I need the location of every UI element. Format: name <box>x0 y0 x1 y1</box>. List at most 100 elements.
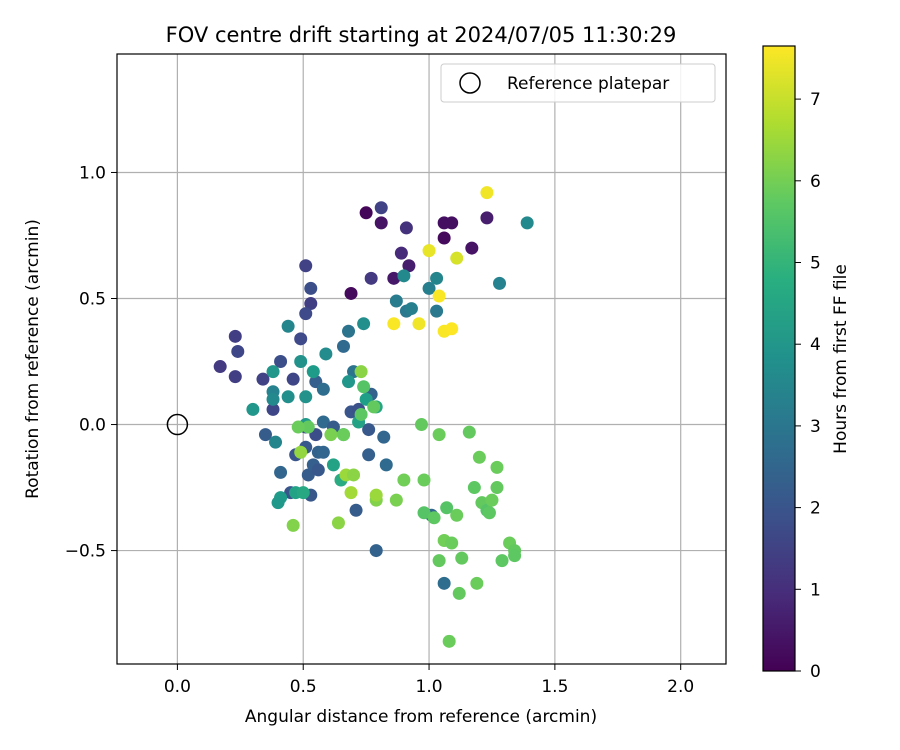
legend: Reference platepar <box>440 63 716 103</box>
scatter-points <box>166 186 534 648</box>
data-point <box>362 448 376 462</box>
data-point <box>387 271 401 285</box>
data-point <box>228 329 242 343</box>
data-point <box>482 506 496 520</box>
colorbar-ticks: 0 1 2 3 4 5 6 7 <box>795 90 821 682</box>
data-point <box>440 501 454 515</box>
data-point <box>286 518 300 532</box>
data-point <box>437 576 451 590</box>
data-point <box>455 551 469 565</box>
data-point <box>445 216 459 230</box>
data-point <box>342 375 356 389</box>
data-point <box>281 319 295 333</box>
data-point <box>319 347 333 361</box>
colorbar-tick-label: 5 <box>810 254 821 274</box>
data-point <box>301 420 315 434</box>
x-tick-label: 1.5 <box>541 677 568 697</box>
data-point <box>417 473 431 487</box>
data-point <box>480 186 494 200</box>
data-point <box>442 634 456 648</box>
data-point <box>304 297 318 311</box>
data-point <box>362 423 376 437</box>
data-point <box>256 372 270 386</box>
data-point <box>495 554 509 568</box>
data-point <box>387 317 401 331</box>
colorbar-tick-label: 3 <box>810 417 821 437</box>
data-point <box>394 246 408 260</box>
data-point <box>374 216 388 230</box>
data-point <box>450 251 464 265</box>
data-point <box>415 418 428 432</box>
data-point <box>294 445 308 459</box>
data-point <box>445 322 459 336</box>
data-point <box>472 450 486 464</box>
colorbar-tick-label: 0 <box>810 662 821 682</box>
data-point <box>367 400 381 414</box>
data-point <box>299 390 313 404</box>
data-point <box>369 488 383 502</box>
data-point <box>450 508 464 522</box>
data-point <box>480 211 494 225</box>
data-point <box>399 221 413 235</box>
data-point <box>404 302 418 316</box>
data-point <box>336 428 350 442</box>
x-axis-ticks: 0.0 0.5 1.0 1.5 2.0 <box>164 664 694 697</box>
y-tick-label: 1.0 <box>79 163 106 183</box>
x-tick-label: 0.0 <box>164 677 191 697</box>
data-point <box>397 269 411 283</box>
data-point <box>470 576 484 590</box>
data-point <box>369 544 383 558</box>
data-point <box>452 586 466 600</box>
data-point <box>397 473 411 487</box>
x-tick-label: 2.0 <box>667 677 694 697</box>
data-point <box>432 428 446 442</box>
data-point <box>427 511 441 525</box>
data-point <box>316 445 330 459</box>
data-point <box>389 493 403 507</box>
data-point <box>336 339 350 353</box>
grid-lines <box>117 54 726 664</box>
data-point <box>271 496 285 510</box>
data-point <box>347 468 361 482</box>
data-point <box>485 493 499 507</box>
data-point <box>374 201 388 215</box>
data-point <box>301 468 315 482</box>
y-axis-label: Rotation from reference (arcmin) <box>23 219 43 499</box>
y-tick-label: 0.5 <box>79 290 106 310</box>
data-point <box>311 463 325 477</box>
colorbar: 0 1 2 3 4 5 6 7 Hours from first FF file <box>762 45 851 682</box>
data-point <box>258 428 272 442</box>
colorbar-gradient <box>762 45 796 672</box>
data-point <box>299 307 313 321</box>
data-point <box>294 355 308 369</box>
y-axis-ticks: −0.5 0.0 0.5 1.0 <box>65 163 117 562</box>
data-point <box>269 435 283 449</box>
data-point <box>354 407 368 421</box>
data-point <box>274 465 288 479</box>
data-point <box>286 372 300 386</box>
data-point <box>490 460 504 474</box>
legend-reference-marker <box>459 72 481 94</box>
data-point <box>294 332 308 346</box>
data-point <box>422 244 436 258</box>
data-point <box>359 206 373 220</box>
data-point <box>462 425 476 439</box>
data-point <box>377 430 391 444</box>
data-point <box>520 216 534 230</box>
data-point <box>402 259 416 273</box>
data-point <box>417 506 431 520</box>
data-point <box>432 289 446 303</box>
data-point <box>354 365 368 379</box>
data-point <box>344 486 358 500</box>
chart-title: FOV centre drift starting at 2024/07/05 … <box>166 23 677 47</box>
data-point <box>316 382 330 396</box>
data-point <box>316 415 330 429</box>
data-point <box>231 344 245 358</box>
legend-box <box>440 63 716 103</box>
x-axis-label: Angular distance from reference (arcmin) <box>245 707 597 727</box>
data-point <box>331 516 345 530</box>
data-point <box>291 420 305 434</box>
data-point <box>228 370 242 384</box>
y-tick-label: −0.5 <box>65 542 106 562</box>
data-point <box>432 554 446 568</box>
